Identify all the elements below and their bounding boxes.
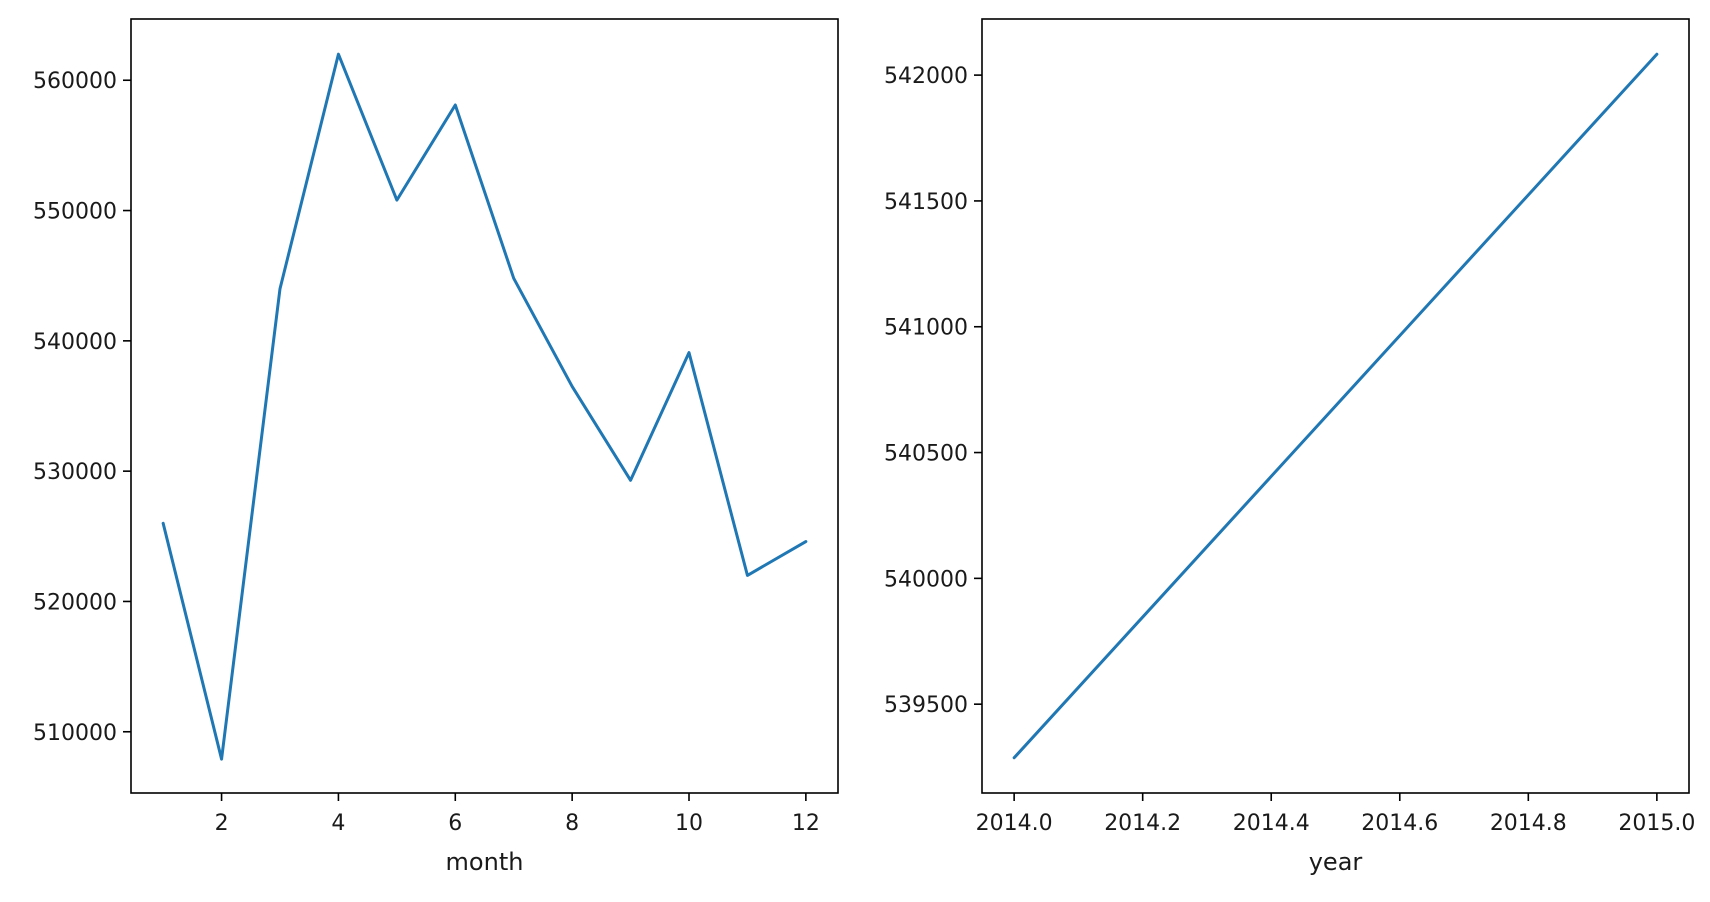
series-line-1 bbox=[163, 54, 806, 759]
x-tick-label: 6 bbox=[448, 811, 462, 836]
y-tick-label: 550000 bbox=[33, 200, 117, 225]
series-line-2 bbox=[1014, 54, 1657, 758]
y-tick-label: 530000 bbox=[33, 460, 117, 485]
y-tick-label: 542000 bbox=[884, 64, 968, 89]
x-tick-label: 2 bbox=[215, 811, 229, 836]
y-tick-label: 541000 bbox=[884, 316, 968, 341]
x-tick-label: 2015.0 bbox=[1618, 811, 1695, 836]
y-tick-label: 510000 bbox=[33, 721, 117, 746]
y-tick-label: 560000 bbox=[33, 69, 117, 94]
x-tick-label: 2014.4 bbox=[1233, 811, 1310, 836]
x-axis-label: month bbox=[446, 848, 524, 876]
x-tick-label: 10 bbox=[675, 811, 703, 836]
y-tick-label: 541500 bbox=[884, 190, 968, 215]
x-tick-label: 4 bbox=[331, 811, 345, 836]
chart-panel-1: 2 4 6 8 10 12 510000 520000 530000 540000 550000 56… bbox=[33, 19, 838, 876]
x-tick-label: 2014.8 bbox=[1490, 811, 1567, 836]
x-tick-label: 12 bbox=[792, 811, 820, 836]
x-tick-label: 8 bbox=[565, 811, 579, 836]
x-tick-label: 2014.6 bbox=[1361, 811, 1438, 836]
y-tick-label: 520000 bbox=[33, 590, 117, 615]
y-tick-label: 540000 bbox=[33, 330, 117, 355]
y-tick-label: 540500 bbox=[884, 442, 968, 467]
chart-panel-2: 2014.0 2014.2 2014.4 2014.6 2014.8 2015.0 5395… bbox=[884, 19, 1695, 876]
x-axis-label: year bbox=[1309, 848, 1363, 876]
x-tick-label: 2014.2 bbox=[1104, 811, 1181, 836]
plot-frame-1 bbox=[131, 19, 838, 793]
y-tick-label: 539500 bbox=[884, 693, 968, 718]
x-tick-label: 2014.0 bbox=[976, 811, 1053, 836]
y-tick-label: 540000 bbox=[884, 567, 968, 592]
